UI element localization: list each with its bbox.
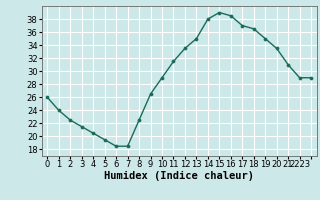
X-axis label: Humidex (Indice chaleur): Humidex (Indice chaleur) — [104, 171, 254, 181]
